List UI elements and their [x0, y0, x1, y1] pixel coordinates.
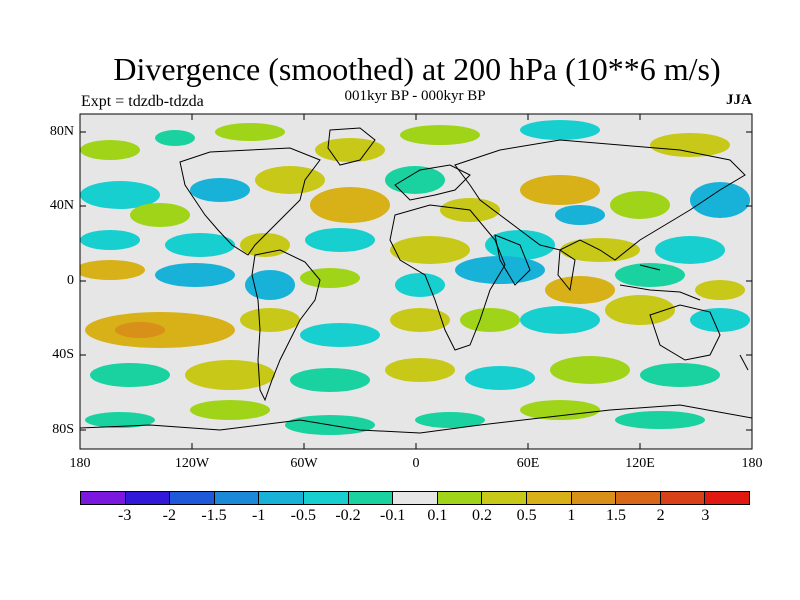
colorbar-swatch — [393, 492, 438, 504]
lon-label-60w: 60W — [290, 456, 318, 471]
colorbar-swatch — [214, 492, 260, 504]
colorbar-swatch — [259, 492, 304, 504]
experiment-label: Expt = tdzdb-tdzda — [81, 93, 204, 110]
colorbar-swatch — [81, 492, 126, 504]
lon-label-0: 0 — [412, 456, 420, 471]
map-field — [80, 114, 752, 449]
colorbar-swatch — [571, 492, 617, 504]
lat-label-0: 0 — [67, 273, 74, 288]
chart-subtitle: 001kyr BP - 000kyr BP — [344, 88, 486, 104]
chart-title: Divergence (smoothed) at 200 hPa (10**6 … — [113, 51, 721, 87]
colorbar-swatch — [526, 492, 572, 504]
colorbar-label: 1 — [567, 507, 576, 524]
colorbar-label: -1 — [251, 507, 266, 524]
colorbar-swatch — [303, 492, 349, 504]
colorbar-label: 1.5 — [606, 507, 626, 524]
colorbar-swatch — [616, 492, 661, 504]
colorbar-label: 3 — [701, 507, 710, 524]
colorbar-label: 2 — [656, 507, 665, 524]
lat-label-40s: 40S — [52, 347, 74, 362]
season-label: JJA — [726, 92, 752, 108]
axis-ticks — [80, 114, 752, 449]
lon-label-180e: 180 — [741, 456, 763, 471]
colorbar-swatch — [482, 492, 527, 504]
colorbar-swatch — [125, 492, 171, 504]
colorbar-swatch — [437, 492, 483, 504]
colorbar-label: -1.5 — [201, 507, 227, 524]
colorbar-label: -2 — [162, 507, 176, 524]
colorbar-label: 0.5 — [516, 507, 537, 524]
lat-label-80s: 80S — [52, 422, 74, 437]
colorbar-label: -0.5 — [290, 507, 316, 524]
colorbar-label: -0.1 — [379, 507, 406, 524]
colorbar — [80, 491, 750, 505]
lon-label-180w: 180 — [69, 456, 91, 471]
colorbar-label: 0.2 — [472, 507, 492, 524]
colorbar-swatch — [660, 492, 706, 504]
lon-label-60e: 60E — [516, 456, 540, 471]
lat-label-40n: 40N — [49, 198, 74, 213]
colorbar-swatch — [170, 492, 215, 504]
colorbar-label: -3 — [117, 507, 132, 524]
lon-label-120w: 120W — [174, 456, 210, 471]
divergence-blobs — [80, 120, 750, 435]
colorbar-swatch — [348, 492, 394, 504]
colorbar-label: -0.2 — [335, 507, 361, 524]
lat-label-80n: 80N — [49, 124, 74, 139]
coastlines — [80, 127, 752, 434]
colorbar-swatch — [705, 492, 749, 504]
lon-label-120e: 120E — [625, 456, 655, 471]
colorbar-label: 0.1 — [427, 507, 448, 524]
